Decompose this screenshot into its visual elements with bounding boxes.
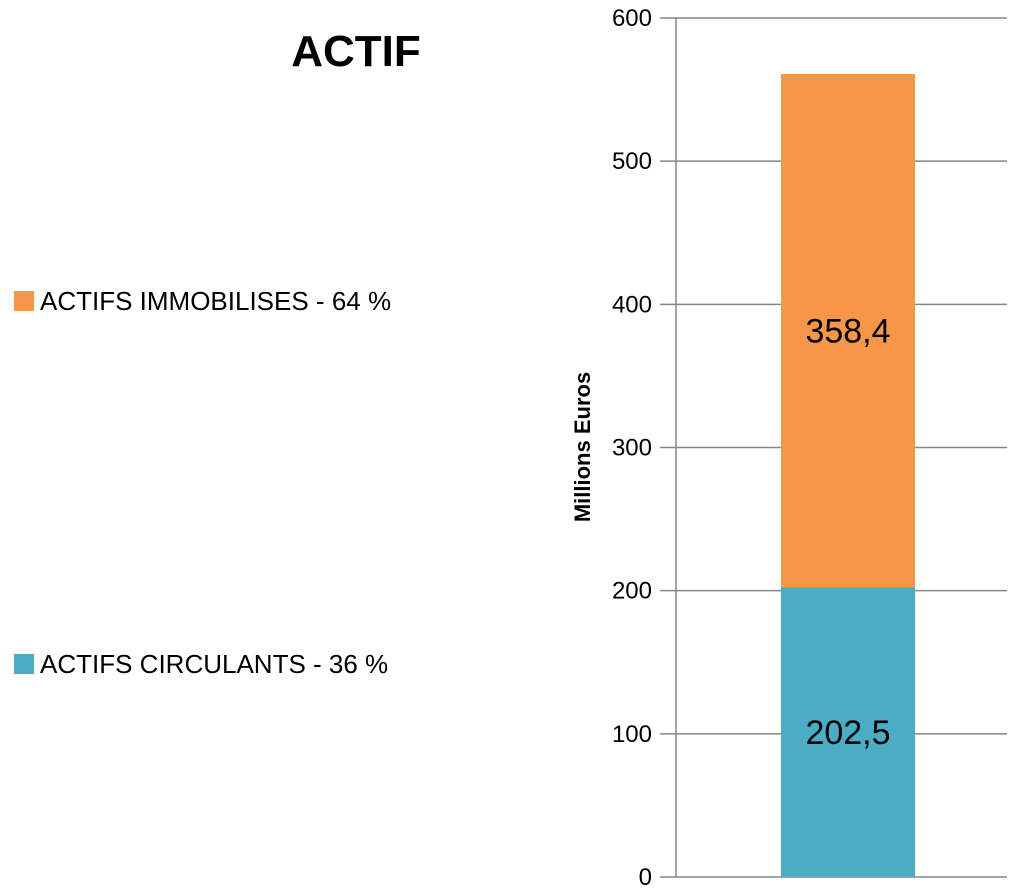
chart-title: ACTIF xyxy=(291,27,421,76)
legend-swatch-0 xyxy=(14,654,34,674)
y-tick-label-600: 600 xyxy=(612,5,652,32)
y-tick-label-0: 0 xyxy=(639,864,652,890)
y-tick-label-300: 300 xyxy=(612,435,652,462)
data-labels: 202,5 358,4 xyxy=(805,313,890,753)
bar-segment-0 xyxy=(781,587,915,877)
y-axis-title: Millions Euros xyxy=(570,372,595,522)
y-tick-label-400: 400 xyxy=(612,291,652,318)
data-label-0: 202,5 xyxy=(805,714,890,752)
legend-swatch-1 xyxy=(14,291,34,311)
bars xyxy=(781,73,915,877)
bar-segment-1 xyxy=(781,73,915,588)
y-tick-label-200: 200 xyxy=(612,578,652,605)
data-label-1: 358,4 xyxy=(805,313,890,351)
legend-label-0: ACTIFS CIRCULANTS - 36 % xyxy=(40,649,388,679)
y-tick-labels: 0 100 200 300 400 500 600 xyxy=(612,5,652,890)
y-tick-label-100: 100 xyxy=(612,721,652,748)
legend-label-1: ACTIFS IMMOBILISES - 64 % xyxy=(40,286,391,316)
legend: ACTIFS IMMOBILISES - 64 % ACTIFS CIRCULAN… xyxy=(14,286,391,679)
y-tick-label-500: 500 xyxy=(612,148,652,175)
